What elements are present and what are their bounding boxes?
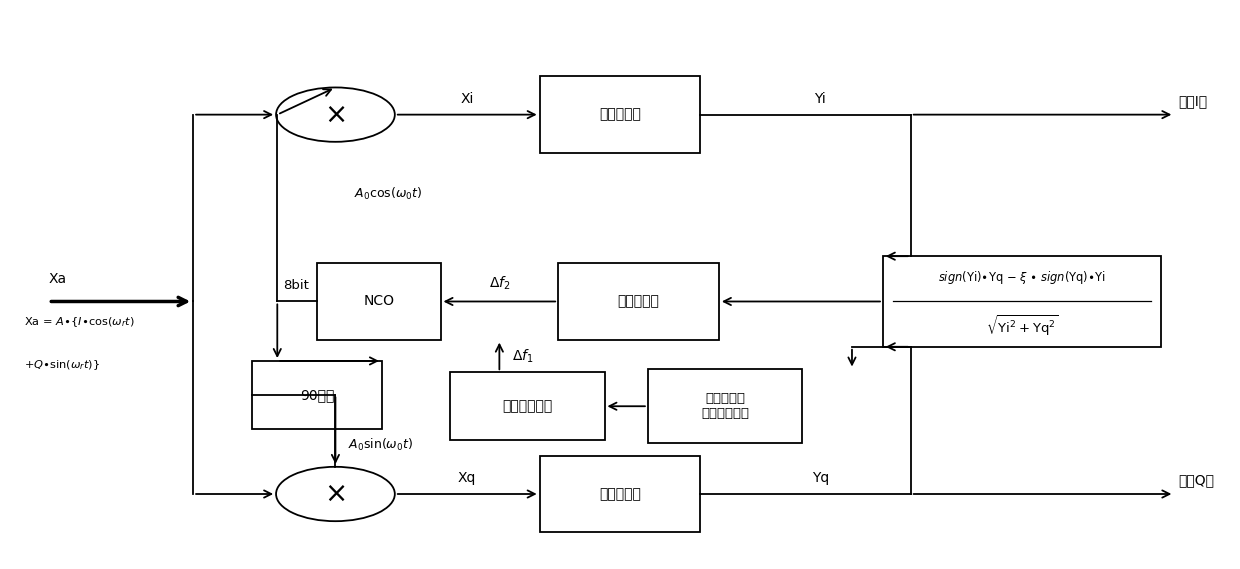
Text: Yi: Yi (815, 92, 826, 106)
Circle shape (277, 88, 394, 142)
Bar (317, 263, 440, 340)
Text: 非线性变换
（多次累加）: 非线性变换 （多次累加） (701, 392, 749, 420)
Text: $\sqrt{\mathrm{Yi}^2+\mathrm{Yq}^2}$: $\sqrt{\mathrm{Yi}^2+\mathrm{Yq}^2}$ (986, 314, 1059, 338)
Text: Xi: Xi (460, 92, 474, 106)
Bar (539, 456, 701, 532)
Bar (647, 369, 802, 443)
Text: Yq: Yq (812, 471, 830, 485)
Text: $\mathit{sign}$(Yi)$\bullet$Yq $-$ $\xi$ $\bullet$ $\mathit{sign}$(Yq)$\bullet$Y: $\mathit{sign}$(Yi)$\bullet$Yq $-$ $\xi$… (939, 269, 1106, 286)
Text: Xa = $A$$\bullet${$I$$\bullet$cos($\omega_r t$): Xa = $A$$\bullet${$I$$\bullet$cos($\omeg… (24, 316, 134, 329)
Text: $A_0$cos($\omega_0 t$): $A_0$cos($\omega_0 t$) (353, 186, 422, 202)
Text: 载波频偏估计: 载波频偏估计 (502, 399, 552, 413)
Text: 90相移: 90相移 (300, 388, 334, 402)
Text: ×: × (324, 480, 347, 508)
Text: NCO: NCO (363, 295, 394, 308)
Bar (558, 263, 719, 340)
Text: 低通滤波器: 低通滤波器 (599, 487, 641, 501)
Bar (252, 361, 382, 429)
Bar (539, 76, 701, 153)
Text: 低通滤波器: 低通滤波器 (618, 295, 660, 308)
Text: 解调Q出: 解调Q出 (1178, 473, 1214, 487)
Text: +$Q$$\bullet$sin($\omega_r t$)}: +$Q$$\bullet$sin($\omega_r t$)} (24, 358, 99, 372)
Text: Xq: Xq (458, 471, 476, 485)
Text: Xa: Xa (48, 271, 67, 286)
Text: ×: × (324, 101, 347, 129)
Text: 8bit: 8bit (284, 279, 309, 292)
Bar (883, 256, 1162, 347)
Bar (450, 372, 605, 440)
Text: $A_0$sin($\omega_0 t$): $A_0$sin($\omega_0 t$) (347, 436, 413, 452)
Text: $\Delta f_1$: $\Delta f_1$ (512, 347, 533, 365)
Circle shape (277, 467, 394, 521)
Text: $\Delta f_2$: $\Delta f_2$ (489, 275, 510, 292)
Text: 解调I出: 解调I出 (1178, 94, 1207, 108)
Text: 低通滤波器: 低通滤波器 (599, 108, 641, 122)
